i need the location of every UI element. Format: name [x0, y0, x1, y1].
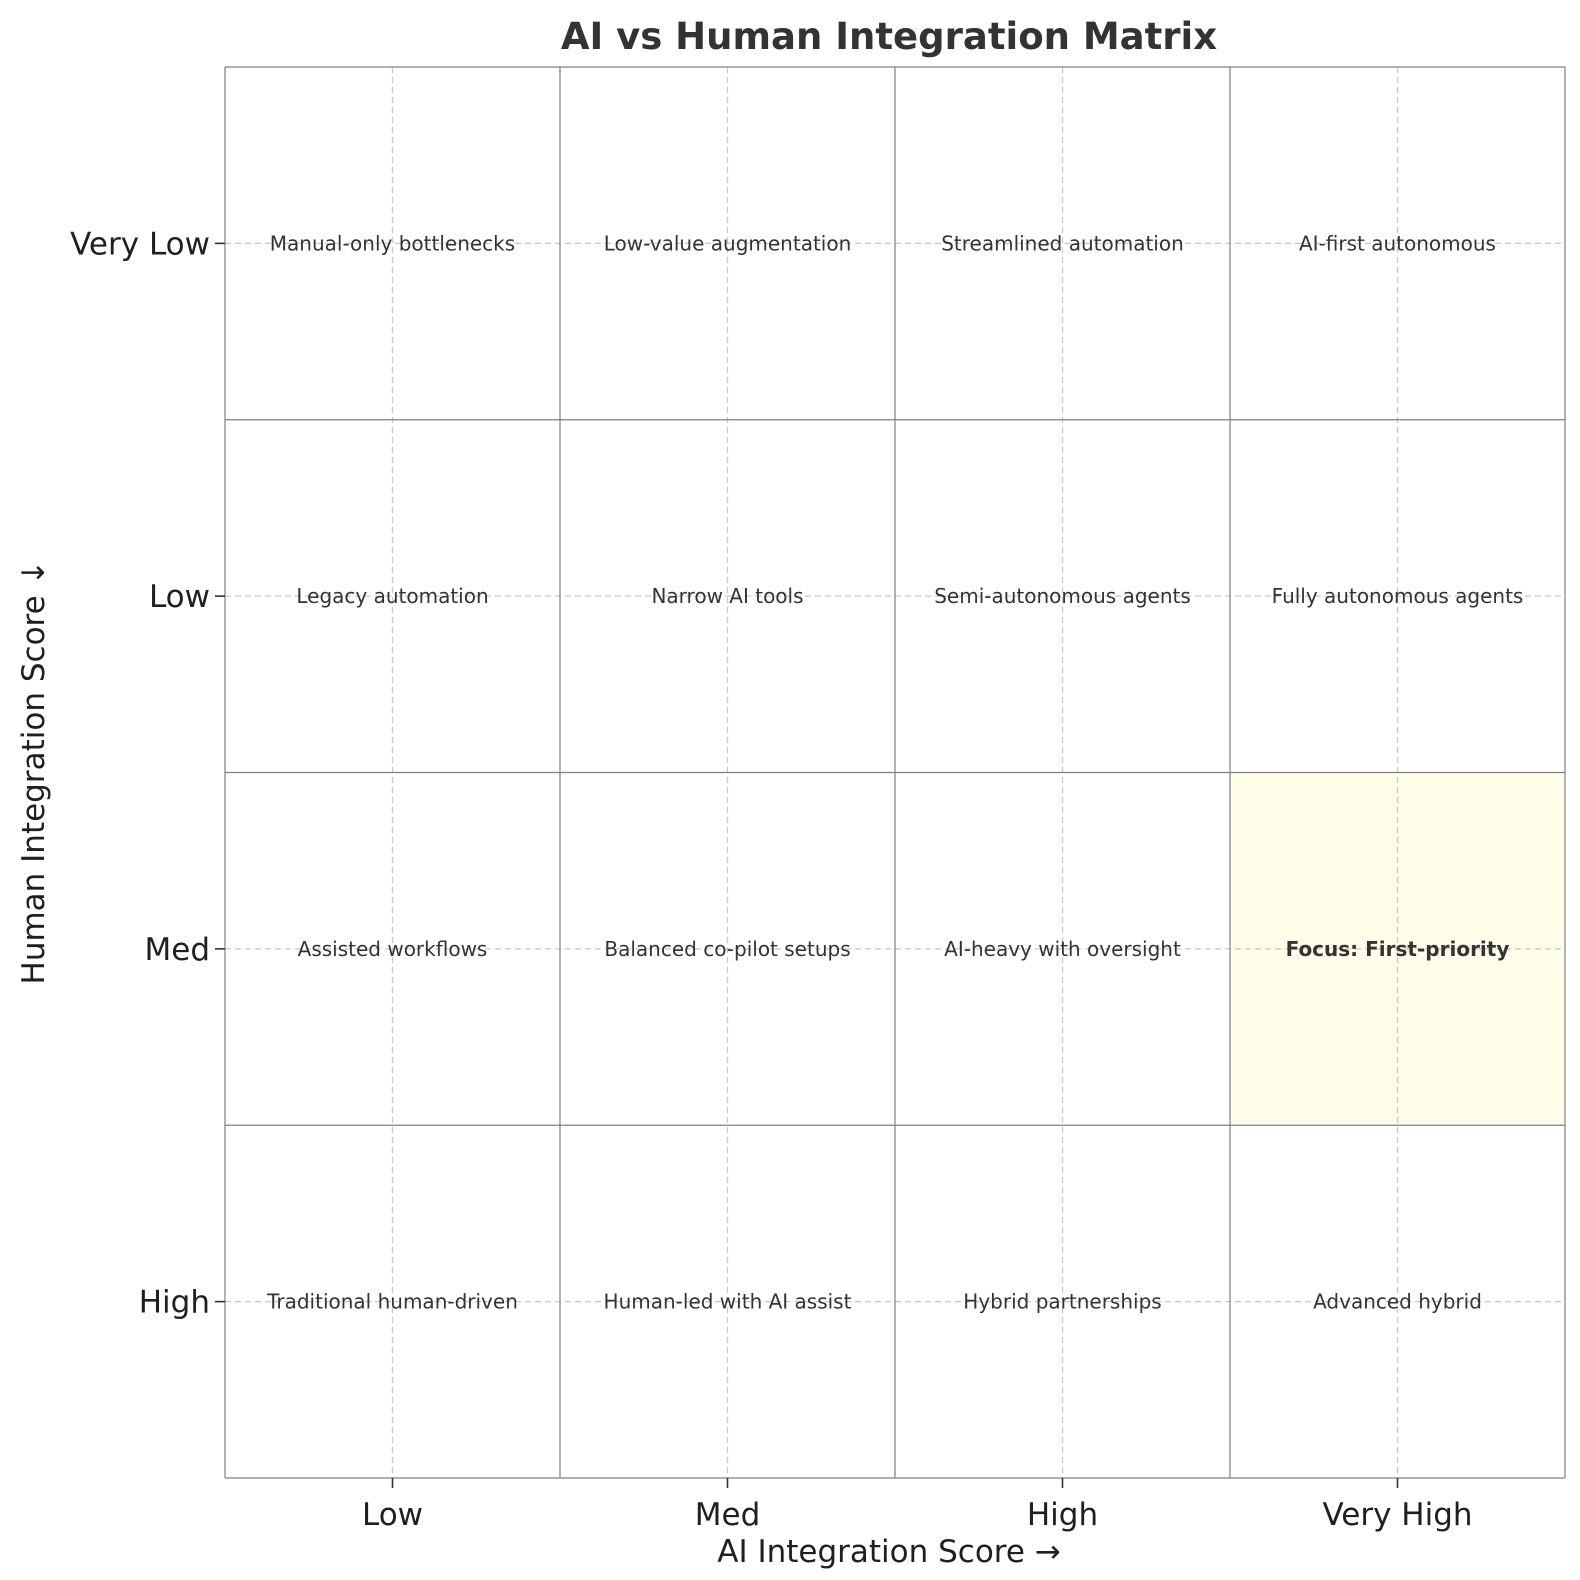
cell-label: Balanced co-pilot setups [604, 937, 850, 961]
plot-area: Manual-only bottlenecks Low-value augment… [70, 66, 1566, 1533]
x-tick-label: Low [362, 1497, 423, 1533]
cell-label: Human-led with AI assist [604, 1290, 852, 1314]
cell-label: Streamlined automation [941, 231, 1184, 255]
x-axis-label: AI Integration Score → [717, 1534, 1061, 1570]
cell-label: Manual-only bottlenecks [270, 231, 515, 255]
cell-label: Semi-autonomous agents [934, 584, 1191, 608]
cell-label: Fully autonomous agents [1272, 584, 1524, 608]
cell-label: Traditional human-driven [266, 1290, 518, 1314]
cell-label: Assisted workflows [298, 937, 488, 961]
cell-label: Legacy automation [296, 584, 488, 608]
x-tick-label: High [1027, 1497, 1098, 1533]
y-tick-label: Med [145, 932, 211, 968]
cell-label: Advanced hybrid [1313, 1290, 1482, 1314]
x-tick-label: Very High [1322, 1497, 1472, 1533]
chart-title: AI vs Human Integration Matrix [561, 15, 1217, 58]
cell-label: AI-heavy with oversight [944, 937, 1181, 961]
cell-label: Hybrid partnerships [963, 1290, 1161, 1314]
cell-label: Narrow AI tools [651, 584, 803, 608]
y-tick-label: High [139, 1285, 210, 1321]
cell-label: Low-value augmentation [604, 231, 852, 255]
highlight-cell-label: Focus: First-priority [1286, 937, 1510, 961]
cell-label: AI-first autonomous [1299, 231, 1496, 255]
y-axis-label: Human Integration Score ↓ [16, 560, 52, 985]
y-tick-label: Low [149, 579, 210, 615]
x-tick-label: Med [695, 1497, 761, 1533]
y-tick-label: Very Low [70, 226, 210, 262]
